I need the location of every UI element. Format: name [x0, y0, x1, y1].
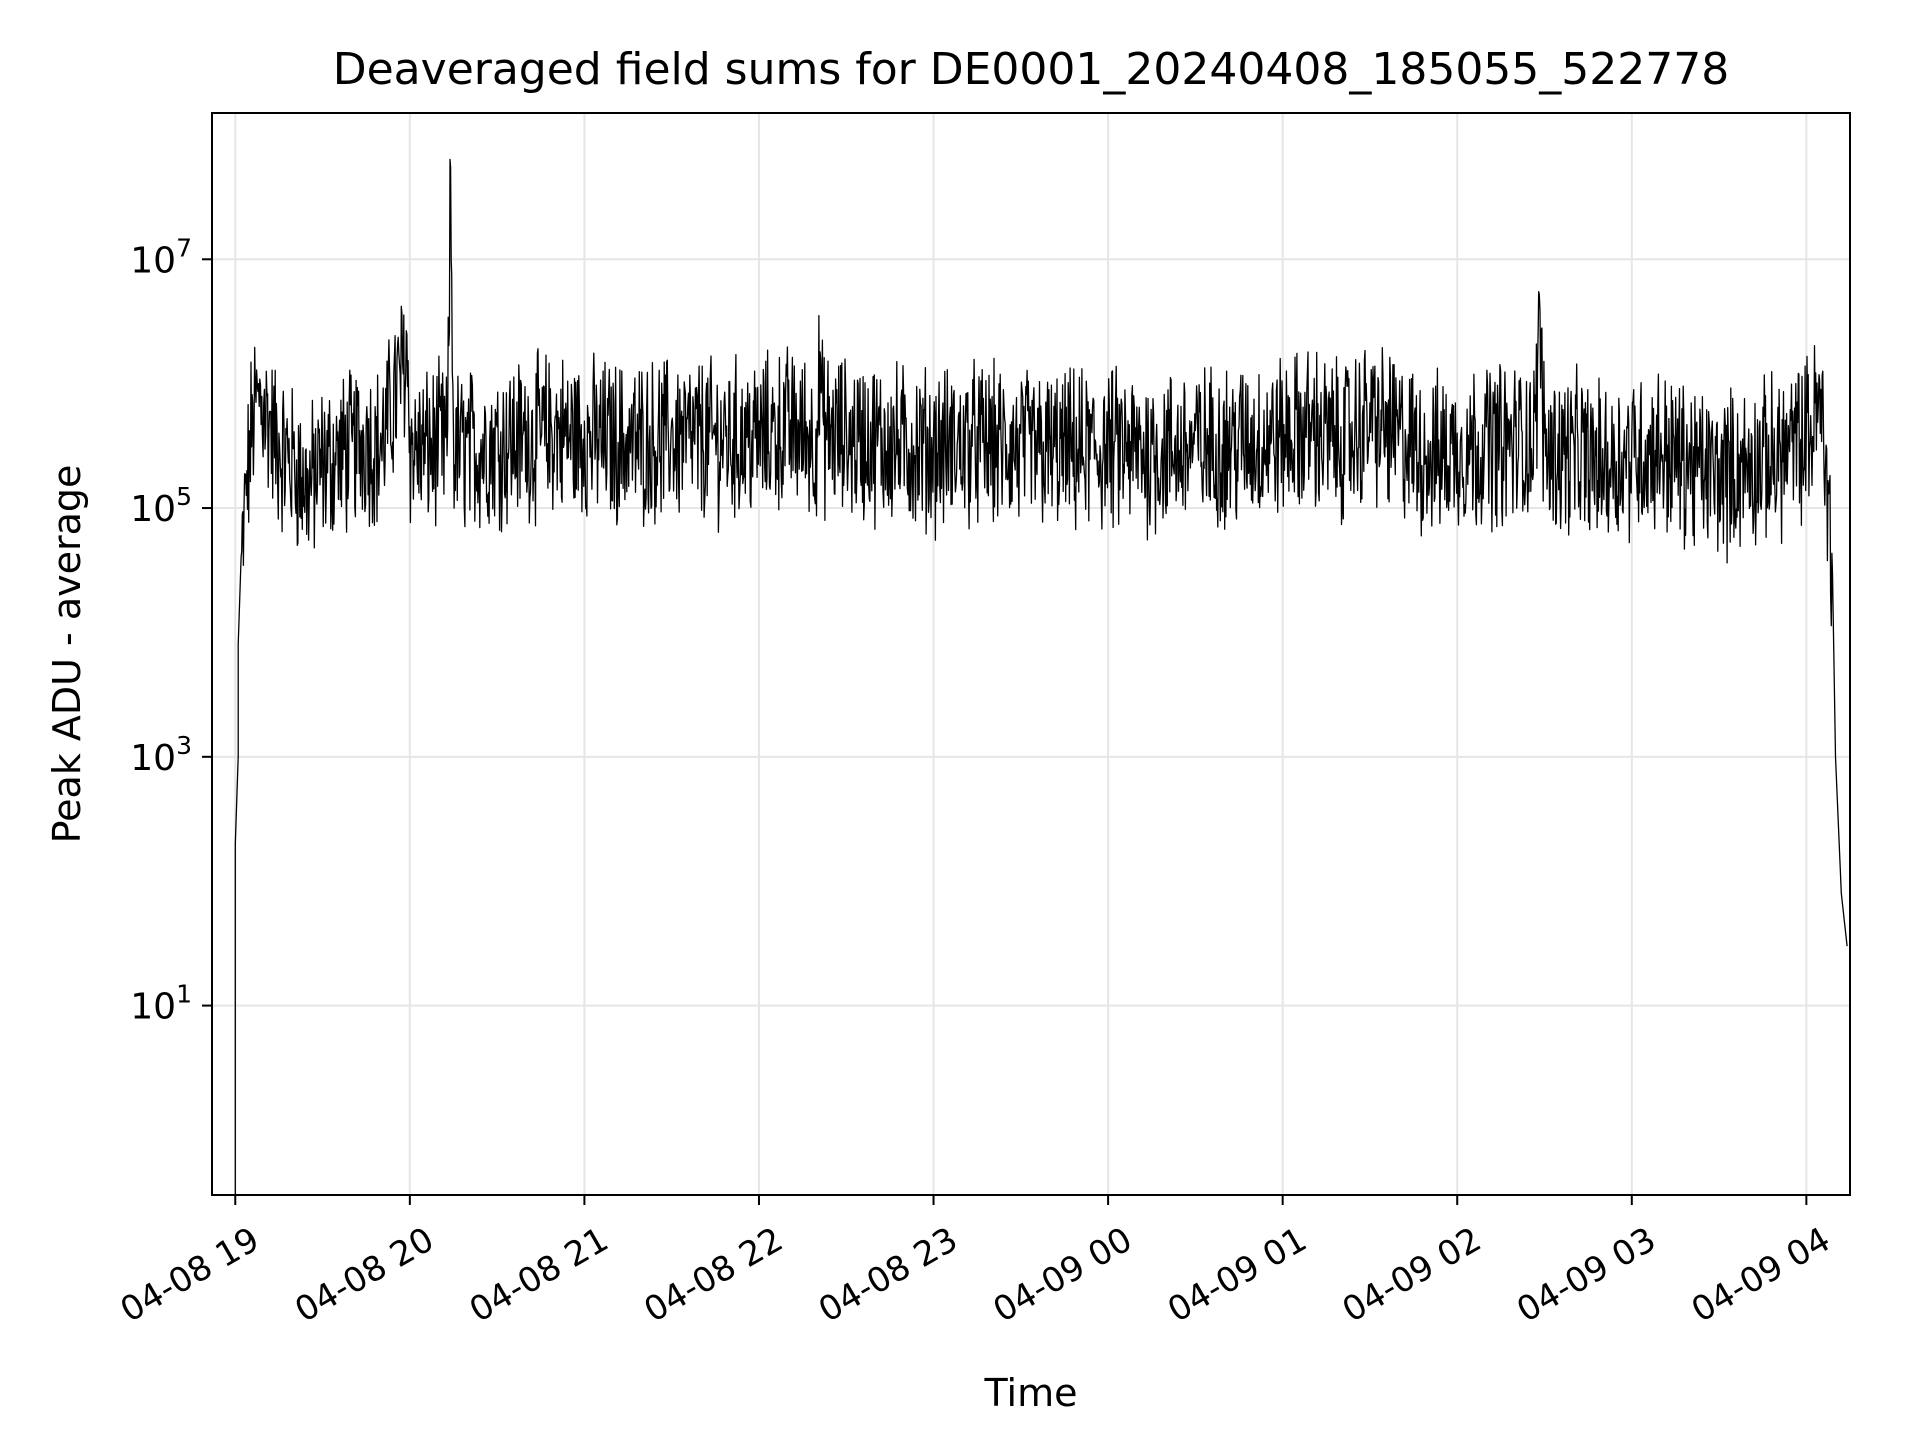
- data-layer: [234, 158, 1848, 1195]
- y-tick-label: 105: [130, 482, 192, 530]
- x-tick-label: 04-08 19: [114, 1220, 266, 1331]
- plot-frame: [211, 112, 1851, 1196]
- x-axis-label: Time: [984, 1371, 1078, 1415]
- x-tick-label: 04-08 22: [637, 1220, 789, 1331]
- x-tick-label: 04-08 23: [812, 1220, 964, 1331]
- chart-title: Deaveraged field sums for DE0001_2024040…: [333, 44, 1730, 95]
- y-axis-label: Peak ADU - average: [45, 465, 89, 844]
- x-tick-label: 04-09 01: [1161, 1220, 1313, 1331]
- x-tick-label: 04-08 20: [288, 1220, 440, 1331]
- x-tick-label: 04-09 00: [987, 1220, 1139, 1331]
- x-tick-label: 04-09 04: [1685, 1220, 1837, 1331]
- x-tick-label: 04-09 02: [1336, 1220, 1488, 1331]
- axis-layer: 04-08 19 04-08 20 04-08 21 04-08 22 04-08 23…: [114, 233, 1837, 1330]
- data-series-line: [234, 158, 1848, 1195]
- y-tick-label: 107: [130, 233, 192, 281]
- y-tick-label: 103: [130, 731, 192, 779]
- y-tick-label: 101: [130, 980, 192, 1028]
- x-tick-label: 04-09 03: [1510, 1220, 1662, 1331]
- x-tick-label: 04-08 21: [463, 1220, 615, 1331]
- grid-layer: [212, 113, 1850, 1195]
